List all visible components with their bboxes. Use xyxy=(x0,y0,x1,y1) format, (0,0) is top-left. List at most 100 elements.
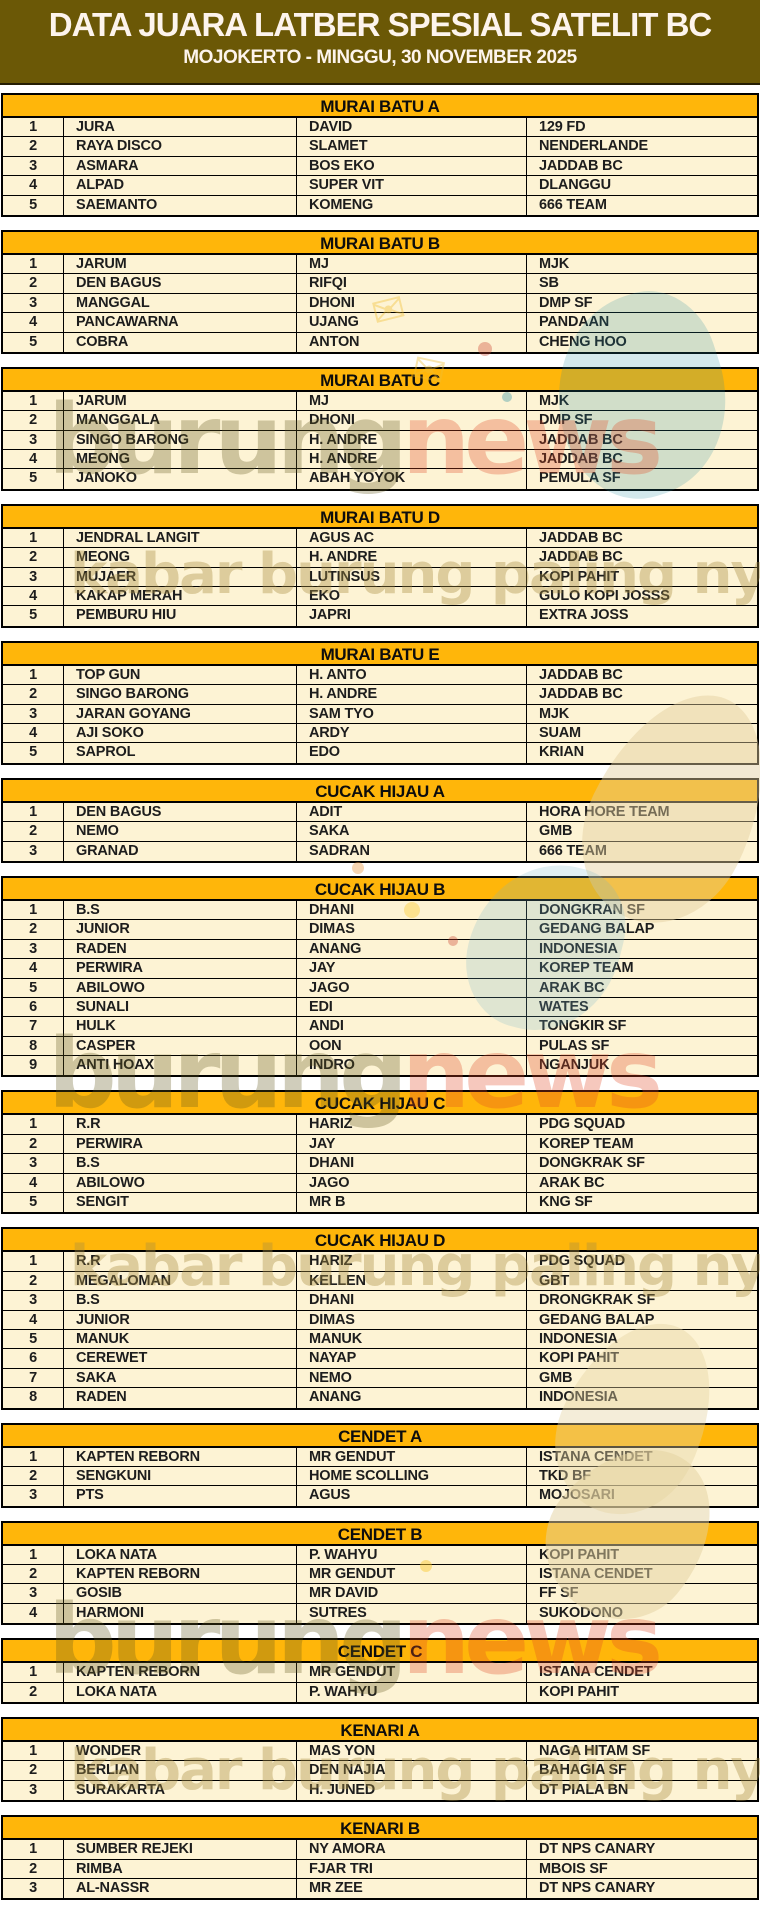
section-title: CUCAK HIJAU A xyxy=(3,779,757,803)
rank-cell: 7 xyxy=(3,1017,64,1036)
team-cell: ARAK BC xyxy=(539,1174,605,1191)
rank-cell: 3 xyxy=(3,156,64,176)
table-row: 1 JARUM MJ MJK xyxy=(3,391,757,412)
owner-name-cell: JAGO xyxy=(297,1173,527,1193)
owner-name-cell: EKO xyxy=(297,587,527,606)
team-cell: MBOIS SF xyxy=(539,1860,608,1877)
rank-cell: 1 xyxy=(3,1115,64,1134)
bird-name-cell: B.S xyxy=(64,900,297,920)
rank-cell: 1 xyxy=(3,900,64,920)
rank-cell: 4 xyxy=(3,1603,64,1624)
table-row: 4 AJI SOKO ARDY SUAM xyxy=(3,723,757,744)
bird-name-cell: AL-NASSR xyxy=(64,1879,297,1899)
bird-name-cell: MEONG xyxy=(64,450,297,469)
table-row: 1 WONDER MAS YON NAGA HITAM SF xyxy=(3,1742,757,1762)
results-section: MURAI BATU E 1 TOP GUN H. ANTO JADDAB BC 2 SIN… xyxy=(1,640,759,765)
rank-cell: 2 xyxy=(3,822,64,841)
bird-name-cell: KAKAP MERAH xyxy=(64,587,297,606)
bird-name-cell: SENGKUNI xyxy=(64,1466,297,1486)
table-row: 3 MANGGAL DHONI DMP SF xyxy=(3,293,757,314)
table-row: 4 JUNIOR DIMAS GEDANG BALAP xyxy=(3,1310,757,1330)
owner-name-cell: AGUS AC xyxy=(297,528,527,548)
table-row: 3 SURAKARTA H. JUNED DT PIALA BN xyxy=(3,1780,757,1801)
rank-cell: 1 xyxy=(3,1840,64,1859)
results-section: CENDET C 1 KAPTEN REBORN MR GENDUT ISTANA CE… xyxy=(1,1638,759,1705)
table-row: 4 MEONG H. ANDRE JADDAB BC xyxy=(3,450,757,470)
team-cell: CHENG HOO xyxy=(539,333,627,350)
owner-name-cell: SADRAN xyxy=(297,841,527,861)
bird-name-cell: MANGGALA xyxy=(64,411,297,430)
team-cell: 666 TEAM xyxy=(539,842,607,859)
rank-cell: 6 xyxy=(3,1349,64,1368)
table-row: 4 KAKAP MERAH EKO GULO KOPI JOSSS xyxy=(3,587,757,607)
team-cell: GEDANG BALAP xyxy=(539,1311,655,1328)
table-row: 9 ANTI HOAX INDRO NGANJUK xyxy=(3,1056,757,1076)
team-cell: EXTRA JOSS xyxy=(539,607,629,624)
bird-name-cell: KAPTEN REBORN xyxy=(64,1663,297,1682)
table-row: 2 KAPTEN REBORN MR GENDUT ISTANA CENDET xyxy=(3,1565,757,1585)
rank-cell: 2 xyxy=(3,1271,64,1291)
owner-name-cell: MR ZEE xyxy=(297,1879,527,1899)
results-section: CENDET A 1 KAPTEN REBORN MR GENDUT ISTANA CE… xyxy=(1,1422,759,1508)
bird-name-cell: MUJAER xyxy=(64,567,297,587)
bird-name-cell: R.R xyxy=(64,1252,297,1271)
rank-cell: 4 xyxy=(3,1173,64,1193)
bird-name-cell: DEN BAGUS xyxy=(64,802,297,822)
section-title: MURAI BATU E xyxy=(3,642,757,666)
section-title: MURAI BATU A xyxy=(3,95,757,118)
team-cell: MOJOSARI xyxy=(539,1487,615,1504)
rank-cell: 3 xyxy=(3,1154,64,1173)
rank-cell: 2 xyxy=(3,685,64,704)
owner-name-cell: ANANG xyxy=(297,1388,527,1408)
team-cell: HORA HORE TEAM xyxy=(539,803,670,820)
bird-name-cell: ANTI HOAX xyxy=(64,1056,297,1076)
results-section: MURAI BATU A 1 JURA DAVID 129 FD 2 RAYA DISCO S… xyxy=(1,93,759,217)
owner-name-cell: MR GENDUT xyxy=(297,1447,527,1466)
team-cell: PEMULA SF xyxy=(539,470,621,487)
team-cell: DT NPS CANARY xyxy=(539,1841,656,1858)
owner-name-cell: ANDI xyxy=(297,1017,527,1036)
rank-cell: 2 xyxy=(3,920,64,939)
owner-name-cell: MAS YON xyxy=(297,1742,527,1761)
team-cell: KRIAN xyxy=(539,744,584,761)
section-title: CUCAK HIJAU B xyxy=(3,877,757,901)
page-title: DATA JUARA LATBER SPESIAL SATELIT BC xyxy=(48,6,713,43)
team-cell: DMP SF xyxy=(539,412,593,429)
table-row: 4 ABILOWO JAGO ARAK BC xyxy=(3,1173,757,1194)
bird-name-cell: CASPER xyxy=(64,1036,297,1056)
owner-name-cell: SUPER VIT xyxy=(297,176,527,195)
team-cell: GMB xyxy=(539,1369,573,1386)
rank-cell: 9 xyxy=(3,1056,64,1076)
table-row: 1 TOP GUN H. ANTO JADDAB BC xyxy=(3,665,757,686)
team-cell: BAHAGIA SF xyxy=(539,1762,627,1779)
bird-name-cell: LOKA NATA xyxy=(64,1545,297,1565)
rank-cell: 1 xyxy=(3,1545,64,1565)
rank-cell: 1 xyxy=(3,391,64,411)
results-section: KENARI A 1 WONDER MAS YON NAGA HITAM SF 2 BERL… xyxy=(1,1717,759,1803)
owner-name-cell: SLAMET xyxy=(297,137,527,156)
team-cell: KNG SF xyxy=(539,1194,593,1211)
table-row: 2 RIMBA FJAR TRI MBOIS SF xyxy=(3,1859,757,1879)
rank-cell: 1 xyxy=(3,665,64,685)
rank-cell: 3 xyxy=(3,567,64,587)
bird-name-cell: JUNIOR xyxy=(64,920,297,939)
table-row: 2 MANGGALA DHONI DMP SF xyxy=(3,411,757,431)
table-row: 3 MUJAER LUTINSUS KOPI PAHIT xyxy=(3,567,757,588)
owner-name-cell: P. WAHYU xyxy=(297,1545,527,1565)
rank-cell: 3 xyxy=(3,1879,64,1899)
team-cell: ISTANA CENDET xyxy=(539,1566,653,1583)
table-row: 3 B.S DHANI DONGKRAK SF xyxy=(3,1154,757,1174)
owner-name-cell: ANANG xyxy=(297,939,527,959)
section-title: CENDET B xyxy=(3,1522,757,1546)
table-row: 1 R.R HARIZ PDG SQUAD xyxy=(3,1252,757,1272)
team-cell: PDG SQUAD xyxy=(539,1253,626,1270)
team-cell: GULO KOPI JOSSS xyxy=(539,588,670,605)
team-cell: MJK xyxy=(539,255,570,272)
bird-name-cell: SURAKARTA xyxy=(64,1780,297,1801)
owner-name-cell: DHONI xyxy=(297,411,527,430)
bird-name-cell: CEREWET xyxy=(64,1349,297,1368)
owner-name-cell: SAM TYO xyxy=(297,704,527,723)
team-cell: INDONESIA xyxy=(539,1330,618,1347)
owner-name-cell: MR GENDUT xyxy=(297,1663,527,1682)
table-row: 3 PTS AGUS MOJOSARI xyxy=(3,1486,757,1506)
